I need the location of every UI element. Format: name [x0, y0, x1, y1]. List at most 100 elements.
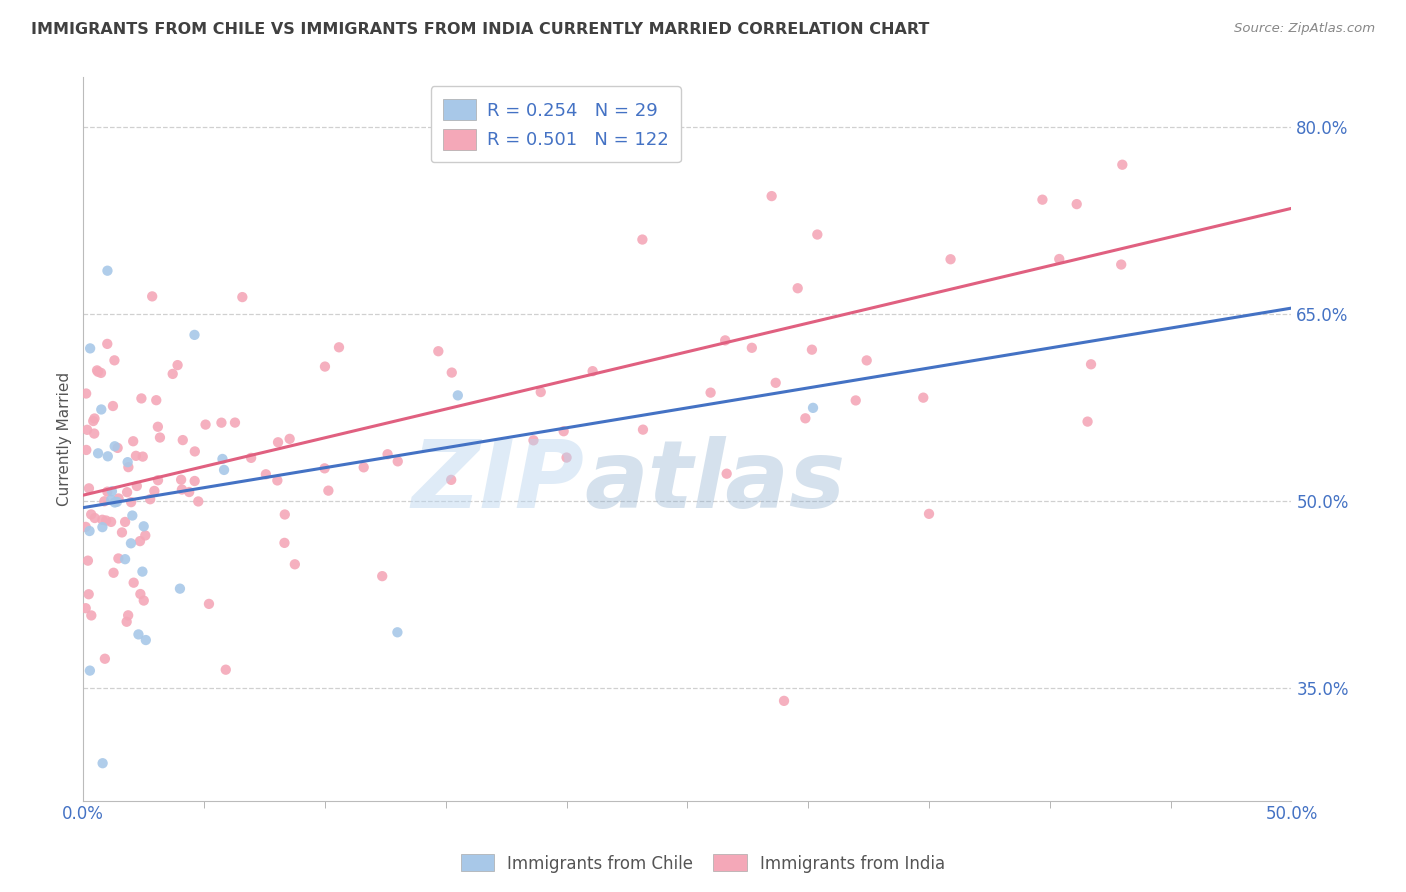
Point [699, 385, 721, 400]
Point [266, 474, 288, 488]
Point [83, 511, 105, 525]
Point [1080, 357, 1102, 371]
Point [114, 552, 136, 566]
Point [314, 461, 336, 475]
Point [522, 434, 544, 448]
Point [125, 479, 148, 493]
Point [75, 520, 97, 534]
Point [120, 495, 142, 509]
Point [278, 432, 301, 446]
Point [120, 536, 142, 550]
Point [387, 625, 409, 640]
Point [1109, 258, 1132, 272]
Point [87, 446, 110, 460]
Point [187, 494, 209, 508]
Point [132, 519, 155, 533]
Point [80, 508, 103, 522]
Point [183, 474, 205, 488]
Point [530, 385, 553, 400]
Point [145, 393, 167, 408]
Point [94, 514, 117, 528]
Y-axis label: Currently Married: Currently Married [58, 372, 72, 506]
Point [103, 566, 125, 580]
Point [149, 431, 172, 445]
Point [786, 281, 808, 295]
Point [90, 402, 112, 417]
Point [105, 495, 128, 509]
Point [284, 558, 307, 572]
Point [104, 439, 127, 453]
Point [131, 565, 153, 579]
Point [162, 367, 184, 381]
Point [96, 484, 118, 499]
Point [83, 426, 105, 441]
Point [794, 411, 817, 425]
Point [170, 473, 193, 487]
Point [184, 444, 207, 458]
Point [353, 460, 375, 475]
Point [96, 337, 118, 351]
Legend: R = 0.254   N = 29, R = 0.501   N = 122: R = 0.254 N = 29, R = 0.501 N = 122 [430, 87, 681, 162]
Point [801, 401, 824, 415]
Point [86, 363, 108, 377]
Point [141, 289, 163, 303]
Point [80, 608, 103, 623]
Point [447, 388, 470, 402]
Point [76, 423, 98, 437]
Point [240, 450, 263, 465]
Point [91, 756, 114, 771]
Point [91, 520, 114, 534]
Point [1077, 415, 1099, 429]
Point [129, 534, 152, 549]
Point [100, 492, 122, 507]
Point [1047, 252, 1070, 266]
Point [79, 524, 101, 538]
Point [806, 227, 828, 242]
Legend: Immigrants from Chile, Immigrants from India: Immigrants from Chile, Immigrants from I… [454, 847, 952, 880]
Point [1031, 193, 1053, 207]
Point [87, 365, 110, 379]
Point [254, 467, 277, 482]
Point [125, 449, 148, 463]
Point [212, 463, 235, 477]
Point [122, 434, 145, 449]
Point [267, 435, 290, 450]
Point [273, 536, 295, 550]
Point [100, 515, 122, 529]
Point [101, 484, 124, 499]
Text: IMMIGRANTS FROM CHILE VS IMMIGRANTS FROM INDIA CURRENTLY MARRIED CORRELATION CHA: IMMIGRANTS FROM CHILE VS IMMIGRANTS FROM… [31, 22, 929, 37]
Point [104, 495, 127, 509]
Point [377, 447, 399, 461]
Point [765, 376, 787, 390]
Point [1111, 158, 1133, 172]
Text: Source: ZipAtlas.com: Source: ZipAtlas.com [1234, 22, 1375, 36]
Point [117, 608, 139, 623]
Point [716, 467, 738, 481]
Point [183, 327, 205, 342]
Point [82, 414, 104, 428]
Point [179, 485, 201, 500]
Point [631, 233, 654, 247]
Point [139, 492, 162, 507]
Point [94, 652, 117, 666]
Point [129, 587, 152, 601]
Point [1066, 197, 1088, 211]
Point [91, 513, 114, 527]
Point [79, 342, 101, 356]
Point [741, 341, 763, 355]
Point [939, 252, 962, 267]
Point [90, 366, 112, 380]
Point [107, 491, 129, 506]
Point [103, 353, 125, 368]
Point [79, 664, 101, 678]
Point [211, 452, 233, 467]
Point [773, 694, 796, 708]
Point [77, 554, 100, 568]
Point [170, 483, 193, 497]
Point [101, 399, 124, 413]
Point [132, 593, 155, 607]
Point [111, 525, 134, 540]
Point [115, 485, 138, 500]
Point [912, 391, 935, 405]
Point [77, 481, 100, 495]
